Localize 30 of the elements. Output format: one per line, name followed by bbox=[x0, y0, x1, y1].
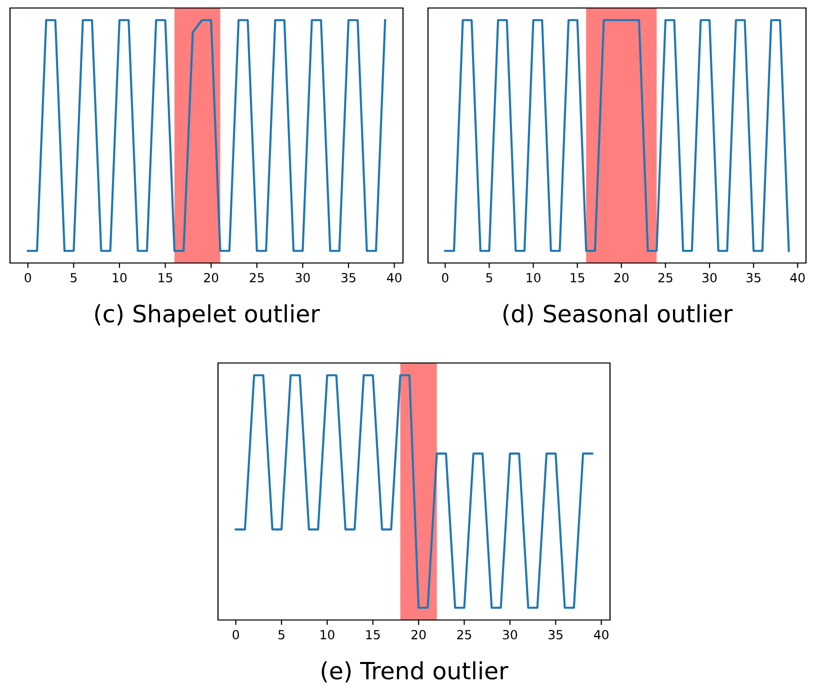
x-tick-label: 5 bbox=[70, 273, 77, 282]
x-axis-title: (c) Shapelet outlier bbox=[95, 304, 320, 328]
x-axis-title: (d) Seasonal outlier bbox=[503, 304, 733, 326]
x-tick-label: 0 bbox=[442, 272, 448, 282]
x-tick-label: 20 bbox=[412, 630, 426, 640]
x-tick-label: 40 bbox=[594, 630, 608, 640]
x-tick-label: 35 bbox=[341, 272, 356, 282]
x-tick-label: 5 bbox=[278, 630, 284, 640]
x-tick-label: 20 bbox=[614, 272, 629, 282]
x-tick-label: 5 bbox=[486, 273, 492, 282]
x-tick-label: 0 bbox=[24, 272, 32, 282]
x-tick-label: 40 bbox=[790, 272, 805, 282]
x-tick-label: 30 bbox=[296, 272, 310, 282]
x-tick-label: 25 bbox=[658, 272, 672, 282]
x-tick-label: 15 bbox=[366, 630, 380, 640]
x-tick-label: 40 bbox=[386, 272, 402, 282]
x-tick-label: 20 bbox=[204, 272, 218, 282]
x-tick-label: 0 bbox=[232, 630, 239, 640]
x-tick-label: 15 bbox=[570, 273, 584, 282]
x-tick-label: 35 bbox=[746, 272, 760, 282]
x-tick-label: 10 bbox=[320, 630, 334, 640]
x-tick-label: 25 bbox=[250, 272, 264, 282]
x-tick-label: 10 bbox=[526, 272, 540, 282]
x-tick-label: 30 bbox=[702, 272, 717, 282]
x-tick-label: 30 bbox=[502, 630, 518, 640]
x-tick-label: 25 bbox=[457, 630, 472, 640]
x-tick-label: 15 bbox=[158, 273, 172, 282]
x-tick-label: 10 bbox=[112, 272, 127, 282]
x-axis-title: (e) Trend outlier bbox=[322, 661, 508, 682]
x-tick-label: 35 bbox=[548, 630, 562, 640]
